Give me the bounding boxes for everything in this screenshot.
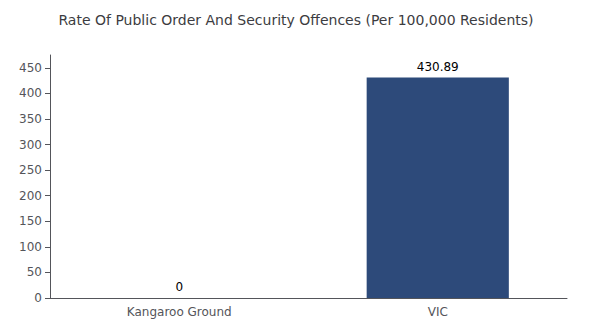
svg-text:250: 250 — [19, 163, 42, 177]
svg-text:400: 400 — [19, 86, 42, 100]
svg-text:100: 100 — [19, 240, 42, 254]
svg-text:150: 150 — [19, 214, 42, 228]
svg-text:450: 450 — [19, 61, 42, 75]
svg-text:200: 200 — [19, 189, 42, 203]
svg-text:VIC: VIC — [428, 305, 448, 319]
svg-text:50: 50 — [27, 265, 42, 279]
svg-text:Rate Of Public Order And Secur: Rate Of Public Order And Security Offenc… — [58, 12, 533, 28]
svg-text:0: 0 — [34, 291, 42, 305]
svg-text:0: 0 — [175, 280, 183, 294]
svg-text:430.89: 430.89 — [417, 60, 459, 74]
svg-text:300: 300 — [19, 138, 42, 152]
svg-text:350: 350 — [19, 112, 42, 126]
svg-text:Kangaroo Ground: Kangaroo Ground — [127, 305, 232, 319]
